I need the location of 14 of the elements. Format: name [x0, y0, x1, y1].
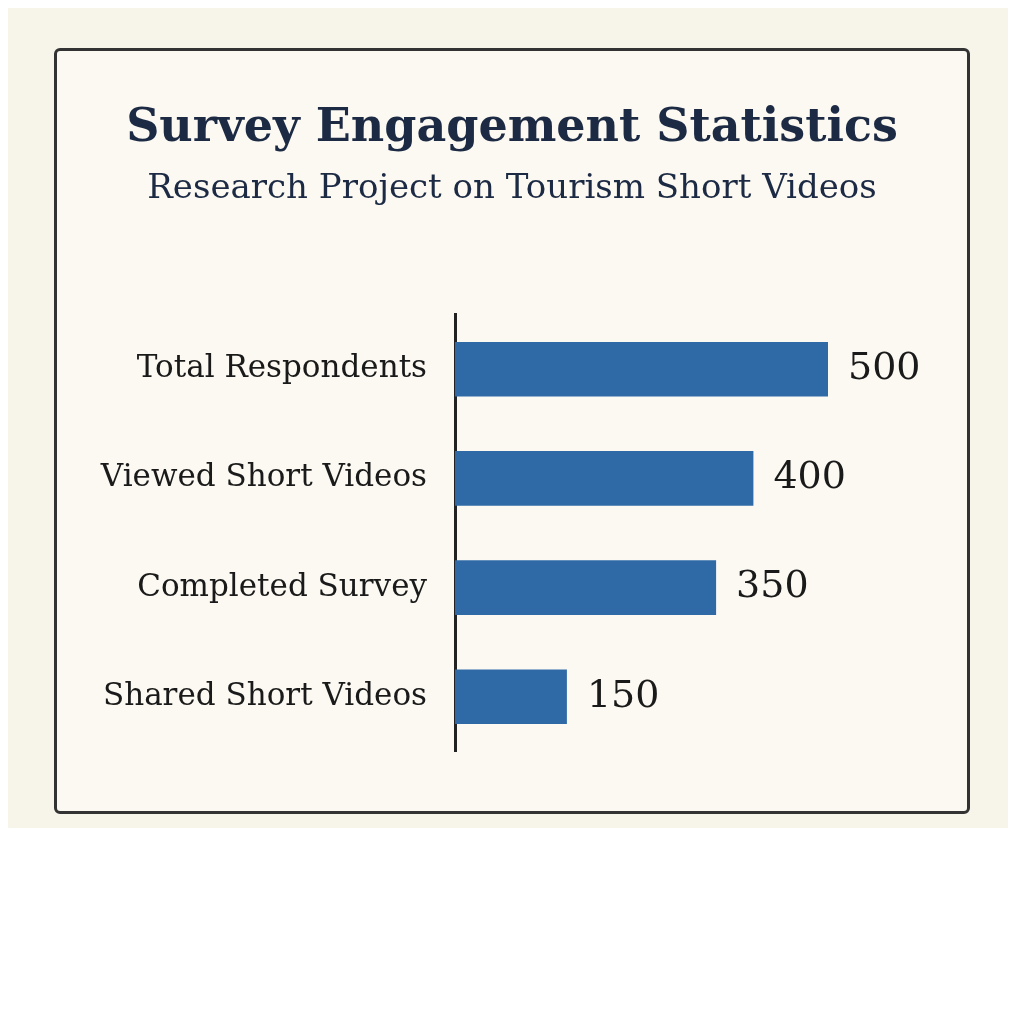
- data-label: 500: [848, 344, 921, 389]
- bar: [455, 341, 828, 397]
- y-tick-label: Completed Survey: [137, 566, 428, 603]
- bar: [455, 451, 754, 506]
- data-label: 150: [586, 671, 660, 716]
- data-label: 400: [773, 453, 846, 498]
- bar: [455, 560, 717, 615]
- y-tick-label: Viewed Short Videos: [99, 457, 427, 494]
- y-tick-label: Total Respondents: [136, 348, 427, 385]
- data-label: 350: [736, 562, 809, 607]
- chart-subtitle: Research Project on Tourism Short Videos: [146, 166, 878, 206]
- y-tick-label: Shared Short Videos: [102, 675, 427, 712]
- chart-title: Survey Engagement Statistics: [125, 98, 899, 152]
- bar: [455, 669, 567, 725]
